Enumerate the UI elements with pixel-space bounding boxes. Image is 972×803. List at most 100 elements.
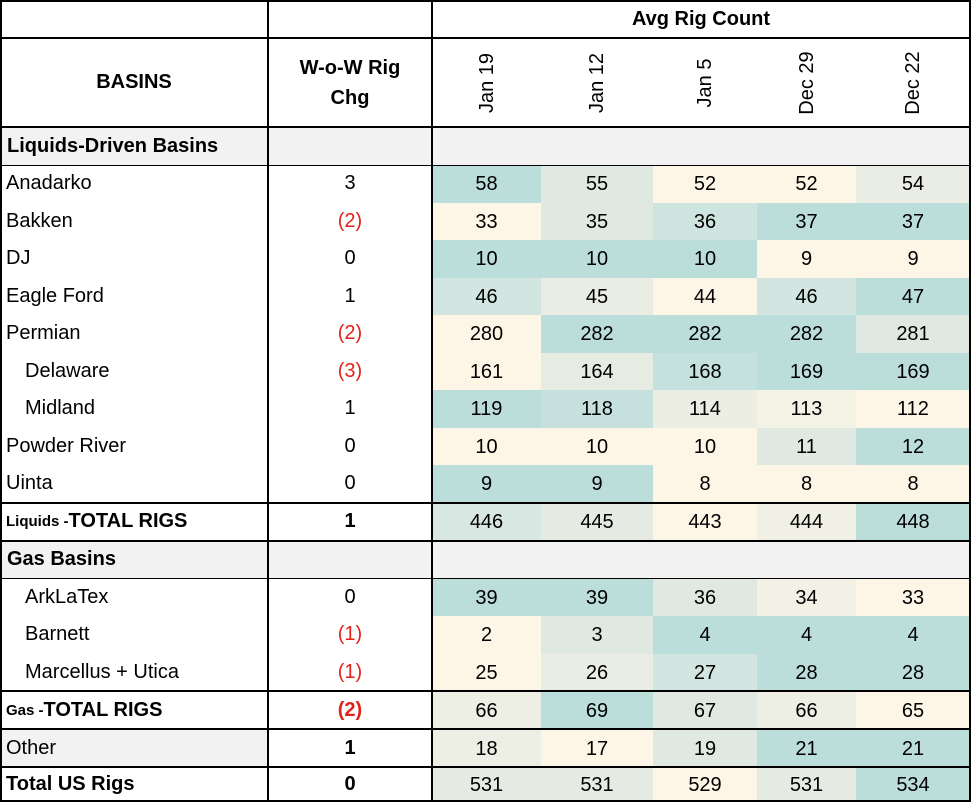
- column-header-date: Jan 12: [586, 52, 608, 113]
- basins-header: BASINS: [96, 71, 172, 93]
- grid-line-v: [0, 0, 2, 802]
- rig-count-cell: 33: [856, 578, 970, 616]
- column-header-date: Jan 5: [694, 58, 716, 107]
- rig-count-cell: 168: [653, 352, 757, 390]
- grid-line-h: [0, 164, 970, 166]
- rig-count-cell: 34: [757, 578, 856, 616]
- rig-count-cell: 21: [757, 729, 856, 767]
- grid-line-v: [267, 0, 269, 802]
- rig-count-cell: 9: [856, 240, 970, 278]
- rig-count-cell: 12: [856, 427, 970, 465]
- rig-count-cell: 18: [432, 729, 541, 767]
- rig-count-cell: 531: [541, 767, 653, 801]
- basin-name: Anadarko: [6, 172, 92, 195]
- rig-count-cell: 33: [432, 202, 541, 240]
- wow-change-cell: (1): [337, 623, 363, 646]
- section-title-values-blank: [432, 540, 970, 579]
- section-total-prefix: Gas -: [6, 701, 44, 719]
- rig-count-cell: 10: [541, 427, 653, 465]
- rig-count-cell: 67: [653, 691, 757, 729]
- rig-count-cell: 66: [757, 691, 856, 729]
- basin-name: Delaware: [25, 359, 110, 382]
- rig-count-cell: 11: [757, 427, 856, 465]
- rig-count-cell: 10: [432, 427, 541, 465]
- rig-count-cell: 118: [541, 390, 653, 428]
- rig-count-cell: 114: [653, 390, 757, 428]
- grid-line-h: [0, 578, 970, 579]
- rig-count-cell: 531: [757, 767, 856, 801]
- rig-count-cell: 280: [432, 315, 541, 353]
- wow-change-cell: 0: [344, 772, 356, 795]
- section-total-label: Gas - TOTAL RIGS: [0, 691, 268, 729]
- rig-count-cell: 47: [856, 277, 970, 315]
- rig-count-cell: 10: [653, 427, 757, 465]
- section-title-values-blank: [432, 127, 970, 165]
- rig-count-cell: 282: [757, 315, 856, 353]
- wow-change-cell: (1): [337, 660, 363, 683]
- rig-count-cell: 54: [856, 165, 970, 203]
- rig-count-cell: 69: [541, 691, 653, 729]
- basin-name: Eagle Ford: [6, 284, 104, 307]
- section-title: Gas Basins: [0, 540, 268, 579]
- rig-count-cell: 36: [653, 202, 757, 240]
- rig-count-cell: 9: [757, 240, 856, 278]
- section-total-prefix: Liquids -: [6, 513, 69, 530]
- grid-line-v: [969, 0, 971, 802]
- rig-count-cell: 445: [541, 502, 653, 541]
- rig-count-cell: 44: [653, 277, 757, 315]
- rig-count-cell: 446: [432, 502, 541, 541]
- basin-name: Permian: [6, 322, 81, 345]
- section-title: Liquids-Driven Basins: [0, 127, 268, 165]
- wow-change-cell: 1: [344, 397, 356, 420]
- grid-line-h: [0, 539, 970, 542]
- wow-change-cell: (2): [337, 698, 363, 721]
- rig-count-cell: 4: [757, 616, 856, 654]
- rig-count-cell: 112: [856, 390, 970, 428]
- rig-count-cell: 9: [432, 465, 541, 503]
- section-total-label: Liquids - TOTAL RIGS: [0, 503, 268, 541]
- wow-change-cell: 0: [344, 585, 356, 608]
- wow-change-cell: 0: [344, 247, 356, 270]
- column-header-date: Dec 29: [795, 50, 818, 115]
- rig-count-cell: 8: [757, 465, 856, 503]
- section-title-wow-blank: [268, 540, 432, 579]
- rig-count-cell: 10: [541, 240, 653, 278]
- column-header-date: Jan 19: [475, 52, 498, 113]
- rig-count-cell: 28: [856, 653, 970, 691]
- basin-name: DJ: [6, 247, 31, 270]
- basin-name: Bakken: [6, 209, 73, 232]
- rig-count-cell: 529: [653, 767, 757, 801]
- basin-name: Midland: [25, 397, 96, 420]
- rig-count-cell: 52: [757, 165, 856, 203]
- column-header-date: Dec 22: [902, 50, 924, 115]
- wow-header-line2: Chg: [330, 86, 370, 109]
- wow-change-cell: 3: [344, 172, 356, 195]
- rig-count-cell: 21: [856, 729, 970, 767]
- rig-count-cell: 8: [856, 465, 970, 503]
- rig-count-cell: 10: [432, 240, 541, 278]
- rig-count-cell: 444: [757, 502, 856, 541]
- wow-change-cell: 1: [344, 284, 356, 307]
- grid-line-h: [0, 501, 970, 504]
- rig-count-cell: 282: [541, 315, 653, 353]
- rig-count-cell: 19: [653, 729, 757, 767]
- rig-count-cell: 35: [541, 202, 653, 240]
- rig-count-cell: 58: [432, 165, 541, 203]
- rig-count-cell: 27: [653, 653, 757, 691]
- rig-count-cell: 443: [653, 502, 757, 541]
- rig-count-cell: 8: [653, 465, 757, 503]
- rig-count-cell: 119: [432, 390, 541, 428]
- wow-header: W-o-W Rig Chg: [268, 38, 432, 127]
- rig-count-cell: 169: [856, 352, 970, 390]
- basin-name: Powder River: [6, 434, 127, 457]
- rig-count-cell: 448: [856, 502, 970, 541]
- basin-name: Marcellus + Utica: [25, 660, 179, 683]
- grid-line-h: [0, 0, 970, 2]
- rig-count-cell: 2: [432, 616, 541, 654]
- rig-count-cell: 37: [757, 202, 856, 240]
- grid-line-h: [0, 800, 970, 802]
- grid-line-h: [0, 690, 970, 692]
- rig-count-cell: 36: [653, 578, 757, 616]
- rig-count-cell: 17: [541, 729, 653, 767]
